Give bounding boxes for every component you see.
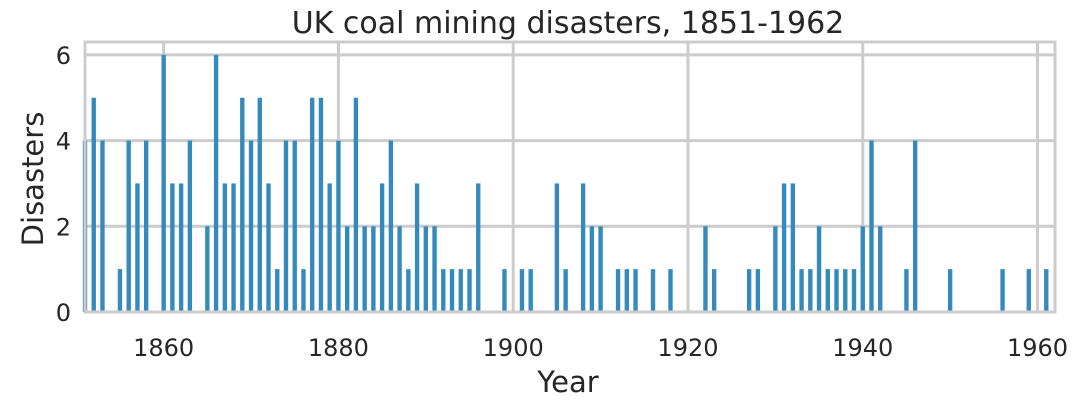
bar-1867 [222, 183, 228, 312]
y-tick-label: 0 [56, 299, 71, 327]
bar-1941 [869, 140, 874, 312]
bar-1873 [275, 269, 280, 312]
x-tick-label: 1860 [133, 334, 194, 362]
bar-1876 [301, 269, 306, 312]
bar-1937 [834, 269, 839, 312]
y-axis-label: Disasters [16, 112, 50, 247]
bar-1861 [170, 183, 175, 312]
bar-1870 [248, 140, 254, 312]
bar-1855 [117, 269, 123, 312]
y-tick-label: 2 [56, 213, 71, 241]
bar-1906 [563, 269, 568, 312]
bar-1882 [353, 97, 359, 312]
bar-1928 [755, 269, 761, 312]
bar-1874 [283, 140, 289, 312]
bar-1889 [414, 183, 420, 312]
bar-1877 [310, 97, 315, 312]
bar-1942 [878, 226, 883, 312]
bar-1910 [598, 226, 603, 312]
y-tick-labels: 0 2 4 6 [56, 42, 71, 327]
bar-1908 [580, 183, 586, 312]
bar-1936 [825, 269, 830, 312]
bar-1914 [633, 269, 638, 312]
bar-1860 [161, 54, 166, 312]
bar-1913 [624, 269, 629, 312]
bar-1959 [1026, 269, 1031, 312]
bars [82, 54, 1049, 312]
bar-1945 [904, 269, 909, 312]
bar-1950 [947, 269, 953, 312]
bar-1923 [712, 269, 717, 312]
x-tick-label: 1960 [1007, 334, 1068, 362]
bar-1881 [344, 226, 350, 312]
bar-1853 [100, 140, 105, 312]
bar-1892 [441, 269, 446, 312]
bar-1875 [292, 140, 297, 312]
bar-1891 [432, 226, 437, 312]
bar-1862 [178, 183, 184, 312]
bar-1935 [816, 226, 822, 312]
bar-1880 [336, 140, 341, 312]
bar-1930 [773, 226, 778, 312]
bar-1878 [318, 97, 324, 312]
bar-1899 [502, 269, 507, 312]
bar-1857 [135, 183, 140, 312]
bar-1868 [231, 183, 236, 312]
bar-1922 [703, 226, 708, 312]
bar-1883 [362, 226, 367, 312]
bar-1916 [650, 269, 656, 312]
bar-1934 [808, 269, 813, 312]
bar-1856 [126, 140, 131, 312]
bar-1886 [388, 140, 394, 312]
bar-1863 [187, 140, 193, 312]
bar-1896 [476, 183, 481, 312]
bar-1902 [528, 269, 533, 312]
bar-1866 [213, 54, 219, 312]
x-axis-label: Year [536, 365, 598, 399]
y-tick-label: 4 [56, 128, 71, 156]
bar-1918 [668, 269, 673, 312]
bar-1894 [458, 269, 463, 312]
bar-1885 [379, 183, 385, 312]
bar-1879 [327, 183, 332, 312]
bar-1884 [371, 226, 376, 312]
bar-1912 [615, 269, 621, 312]
bar-1852 [91, 97, 96, 312]
bar-1890 [423, 226, 428, 312]
bar-1869 [240, 97, 245, 312]
bar-1909 [589, 226, 595, 312]
bar-1933 [799, 269, 804, 312]
bar-1956 [1000, 269, 1005, 312]
bar-1865 [205, 226, 210, 312]
plot-frame [83, 40, 1057, 314]
bar-1931 [781, 183, 787, 312]
x-tick-label: 1940 [832, 334, 893, 362]
bar-1940 [860, 226, 865, 312]
bar-1946 [912, 140, 918, 312]
y-tick-label: 6 [56, 42, 71, 70]
x-tick-label: 1920 [657, 334, 718, 362]
bar-1939 [851, 269, 857, 312]
bar-1938 [843, 269, 848, 312]
bar-1871 [257, 97, 262, 312]
bar-1961 [1044, 269, 1049, 312]
bar-1932 [790, 183, 796, 312]
bar-1901 [519, 269, 525, 312]
bar-1888 [406, 269, 411, 312]
x-tick-label: 1900 [483, 334, 544, 362]
x-tick-labels: 1860 1880 1900 1920 1940 1960 [133, 334, 1068, 362]
bar-1858 [143, 140, 149, 312]
bar-1887 [397, 226, 402, 312]
bar-1893 [449, 269, 455, 312]
bar-1927 [746, 269, 752, 312]
x-tick-label: 1880 [308, 334, 369, 362]
bar-1872 [266, 183, 271, 312]
bar-1895 [467, 269, 472, 312]
bar-1905 [554, 183, 560, 312]
chart-title: UK coal mining disasters, 1851-1962 [292, 6, 845, 41]
grid [85, 42, 1055, 314]
